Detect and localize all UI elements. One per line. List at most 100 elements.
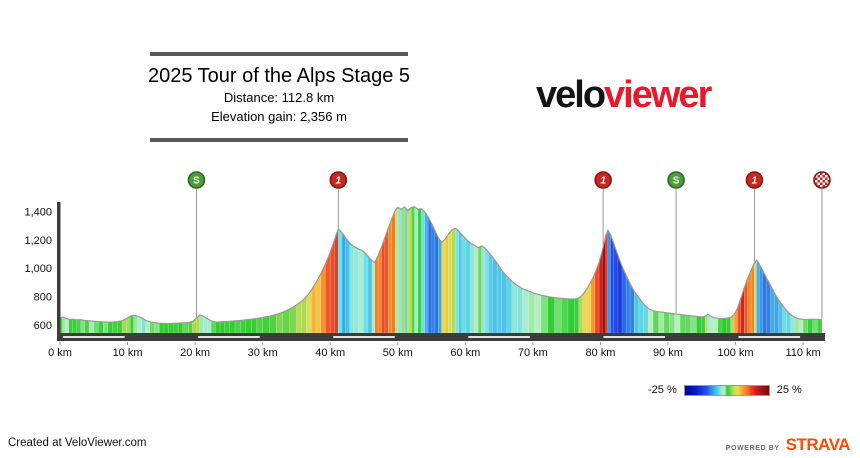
gradient-slice xyxy=(88,320,95,334)
gradient-slice xyxy=(149,321,155,334)
gradient-slice xyxy=(522,288,529,334)
gradient-slice xyxy=(794,317,800,334)
gradient-slice xyxy=(215,321,221,334)
distance-strip-band xyxy=(603,336,665,338)
gradient-slice xyxy=(250,318,257,334)
gradient-slice xyxy=(663,312,670,334)
cat1-marker[interactable]: 1 xyxy=(594,171,612,246)
gradient-slice xyxy=(754,259,757,334)
gradient-slice xyxy=(199,314,204,334)
gradient-slice xyxy=(363,250,369,334)
gradient-slice xyxy=(62,316,66,334)
distance-strip-band xyxy=(63,336,125,338)
gradient-slice xyxy=(353,246,359,334)
gradient-slice xyxy=(315,273,321,334)
gradient-slice xyxy=(766,278,771,334)
marker-label: 1 xyxy=(336,176,342,187)
gradient-slice xyxy=(540,294,548,334)
marker-label: 1 xyxy=(752,176,758,187)
gradient-slice xyxy=(762,270,767,334)
gradient-slice xyxy=(211,320,216,334)
gradient-slice xyxy=(434,230,439,334)
gradient-slice xyxy=(625,275,631,334)
gradient-slice xyxy=(262,315,270,334)
gradient-slice xyxy=(586,280,592,334)
gradient-slice xyxy=(441,238,446,334)
gradient-slice xyxy=(378,246,382,334)
gradient-slice xyxy=(229,320,236,334)
gradient-slice xyxy=(658,311,665,334)
gradient-slice xyxy=(750,263,755,334)
x-tick-label: 50 km xyxy=(383,347,413,359)
elevation-gain-text: Elevation gain: 2,356 m xyxy=(211,109,347,124)
x-tick-label: 40 km xyxy=(315,347,345,359)
gradient-slice xyxy=(648,308,654,334)
gradient-slice xyxy=(173,322,179,334)
gradient-slice xyxy=(320,263,326,334)
gradient-slice xyxy=(334,228,339,334)
finish-marker[interactable] xyxy=(813,171,831,319)
title-block: 2025 Tour of the Alps Stage 5 Distance: … xyxy=(136,52,422,142)
gradient-slice xyxy=(501,269,507,334)
gradient-slice xyxy=(802,319,808,334)
gradient-slice xyxy=(812,318,818,334)
cat1-marker-icon xyxy=(745,171,764,189)
distance-strip-band xyxy=(333,336,395,338)
gradient-slice xyxy=(528,290,536,334)
y-tick-label: 1,200 xyxy=(24,235,52,247)
gradient-slice xyxy=(759,263,763,334)
marker-label: 1 xyxy=(600,176,606,187)
gradient-slice xyxy=(484,247,489,334)
x-tick-label: 20 km xyxy=(180,347,210,359)
gradient-slice xyxy=(102,321,109,334)
gradient-slice xyxy=(130,315,134,334)
gradient-slice xyxy=(547,296,555,334)
gradient-slice xyxy=(391,210,396,334)
gradient-slice xyxy=(76,319,82,334)
legend-gradient-bar xyxy=(683,384,770,396)
gradient-slice xyxy=(394,206,398,334)
x-tick-label: 90 km xyxy=(653,347,683,359)
gradient-slice xyxy=(65,317,70,334)
gradient-slice xyxy=(756,259,760,334)
gradient-slice xyxy=(234,320,241,334)
sprint-marker[interactable]: S xyxy=(667,171,685,313)
gradient-slice xyxy=(717,318,723,334)
credit-text: Created at VeloViewer.com xyxy=(8,437,147,449)
y-tick-label: 1,400 xyxy=(24,206,52,218)
stage-title: 2025 Tour of the Alps Stage 5 xyxy=(147,65,411,87)
gradient-slice xyxy=(578,294,584,334)
gradient-slice xyxy=(400,206,405,334)
gradient-slice xyxy=(690,315,697,334)
gradient-slice xyxy=(137,316,142,334)
gradient-slice xyxy=(496,262,502,334)
gradient-slice xyxy=(98,321,104,334)
gradient-slice xyxy=(397,207,402,334)
cat1-marker-icon xyxy=(594,171,612,189)
y-axis-line xyxy=(57,202,61,341)
gradient-slice xyxy=(451,227,456,334)
gradient-slice xyxy=(177,322,184,334)
gradient-slice xyxy=(710,315,715,334)
cat1-marker[interactable]: 1 xyxy=(745,171,764,263)
gradient-slice xyxy=(817,319,823,334)
gradient-slice xyxy=(388,219,392,334)
gradient-slice xyxy=(747,270,752,334)
gradient-slice xyxy=(807,318,813,334)
gradient-slice xyxy=(269,314,277,334)
gradient-slice xyxy=(407,206,412,334)
cat1-marker[interactable]: 1 xyxy=(329,171,348,228)
gradient-slice xyxy=(424,211,429,334)
x-tick-label: 80 km xyxy=(585,347,615,359)
logo-velo: velo xyxy=(536,74,606,116)
sprint-marker[interactable]: S xyxy=(187,171,206,318)
gradient-slice xyxy=(381,237,386,334)
x-tick-label: 110 km xyxy=(785,347,820,359)
gradient-slice xyxy=(613,244,619,334)
veloviewer-logo: veloviewer xyxy=(536,74,712,116)
title-rule-bottom xyxy=(150,138,408,142)
gradient-slice xyxy=(68,318,74,334)
marker-label: S xyxy=(673,176,680,187)
